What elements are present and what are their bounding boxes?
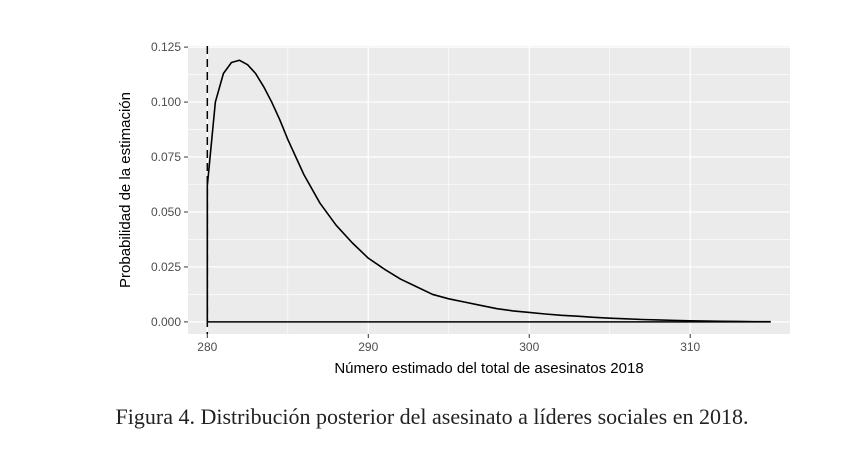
x-tick-label: 290 bbox=[358, 340, 378, 354]
x-tick-label: 300 bbox=[519, 340, 539, 354]
x-axis-title: Número estimado del total de asesinatos … bbox=[334, 360, 643, 377]
y-axis: 0.000 0.025 0.050 0.075 0.100 0.125 bbox=[151, 40, 188, 329]
y-tick-label: 0.050 bbox=[151, 205, 181, 219]
y-tick-label: 0.075 bbox=[151, 150, 181, 164]
x-tick-label: 310 bbox=[680, 340, 700, 354]
figure-caption: Figura 4. Distribución posterior del ase… bbox=[115, 404, 749, 429]
y-tick-label: 0.000 bbox=[151, 315, 181, 329]
chart: 280 290 300 310 0.0000.0250.0500.0750.1000.… bbox=[117, 40, 790, 377]
y-tick-label: 0.100 bbox=[151, 95, 181, 109]
y-axis-title: Probabilidad de la estimación bbox=[117, 92, 134, 288]
plot-panel bbox=[188, 46, 790, 334]
y-tick-label: 0.125 bbox=[151, 40, 181, 54]
density-line bbox=[206, 59, 771, 323]
x-axis: 280 290 300 310 bbox=[197, 334, 701, 354]
density-marks bbox=[206, 46, 771, 334]
x-tick-label: 280 bbox=[197, 340, 217, 354]
minor-gridlines bbox=[188, 46, 790, 334]
y-tick-label: 0.025 bbox=[151, 260, 181, 274]
